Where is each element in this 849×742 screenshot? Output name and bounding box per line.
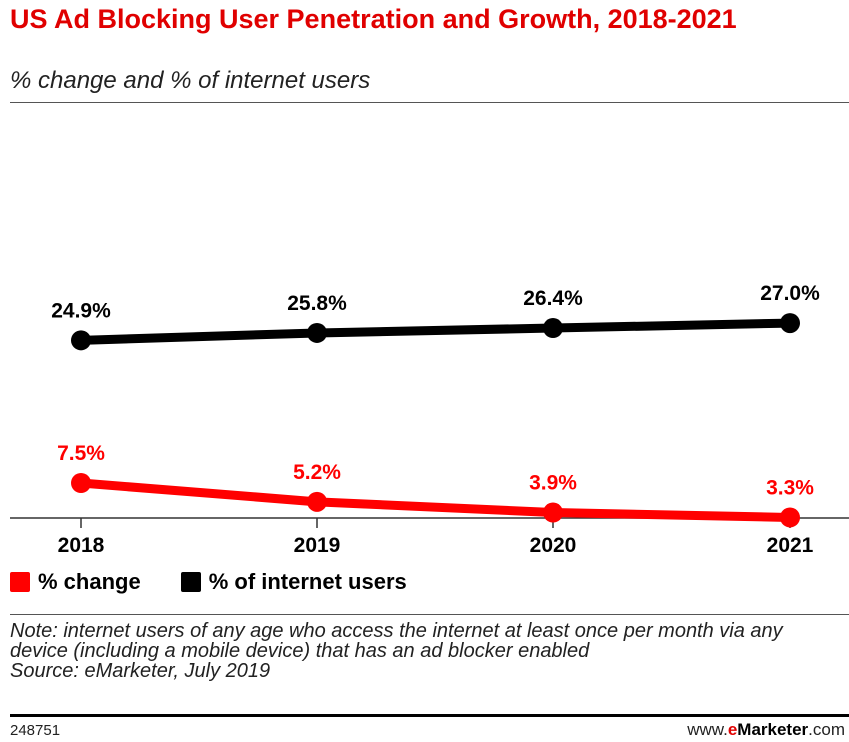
legend-item-percent-change: % change xyxy=(10,569,141,595)
legend-label-percent-change: % change xyxy=(38,569,141,594)
data-label-percent-change: 3.9% xyxy=(529,472,577,495)
emarketer-link[interactable]: www.eMarketer.com xyxy=(687,720,845,740)
legend-swatch-percent-internet-users xyxy=(180,572,201,592)
data-label-percent-change: 7.5% xyxy=(57,442,105,465)
notes-divider xyxy=(10,614,849,615)
legend: % change % of internet users xyxy=(10,567,447,597)
chart-note: Note: internet users of any age who acce… xyxy=(10,621,840,681)
header-divider xyxy=(10,102,849,103)
brand-e: e xyxy=(727,720,738,739)
data-point-percent-change xyxy=(307,491,327,512)
note-text: Note: internet users of any age who acce… xyxy=(10,620,783,662)
source-text: Source: eMarketer, July 2019 xyxy=(10,660,271,682)
data-point-percent-internet-users xyxy=(71,330,91,351)
data-point-percent-internet-users xyxy=(307,322,327,343)
legend-item-percent-internet-users: % of internet users xyxy=(180,569,407,595)
data-point-percent-change xyxy=(543,502,563,523)
chart-id: 248751 xyxy=(10,722,61,739)
data-label-percent-internet-users: 24.9% xyxy=(51,299,111,322)
x-tick-label: 2019 xyxy=(294,534,341,557)
legend-swatch-percent-change xyxy=(10,572,30,592)
legend-label-percent-internet-users: % of internet users xyxy=(208,569,407,594)
data-point-percent-internet-users xyxy=(543,318,563,339)
brand-suffix: .com xyxy=(808,720,845,739)
x-tick-label: 2020 xyxy=(530,534,577,557)
data-point-percent-change xyxy=(780,507,800,528)
data-point-percent-change xyxy=(71,473,91,493)
data-label-percent-internet-users: 26.4% xyxy=(523,287,583,310)
line-chart: 2018 2019 2020 2021 7.5% 5.2% 3.9% 3.3% 24.9% 25… xyxy=(10,282,849,557)
footer-divider xyxy=(10,714,849,717)
data-label-percent-change: 3.3% xyxy=(766,476,814,499)
series-line-percent-change xyxy=(76,478,795,522)
brand-prefix: www. xyxy=(687,720,728,739)
data-label-percent-internet-users: 25.8% xyxy=(287,292,347,315)
data-point-percent-internet-users xyxy=(780,313,800,334)
series-line-percent-internet-users xyxy=(76,318,795,345)
data-label-percent-internet-users: 27.0% xyxy=(760,282,820,305)
chart-subtitle: % change and % of internet users xyxy=(10,67,371,94)
x-tick-label: 2018 xyxy=(58,534,105,557)
x-axis: 2018 2019 2020 2021 xyxy=(10,517,849,557)
x-tick-label: 2021 xyxy=(767,534,814,557)
brand-name: Marketer xyxy=(737,720,809,739)
chart-title: US Ad Blocking User Penetration and Grow… xyxy=(10,4,737,34)
chart-series: 7.5% 5.2% 3.9% 3.3% 24.9% 25.8% 26.4% 27.0% xyxy=(51,282,820,528)
data-label-percent-change: 5.2% xyxy=(293,461,341,484)
